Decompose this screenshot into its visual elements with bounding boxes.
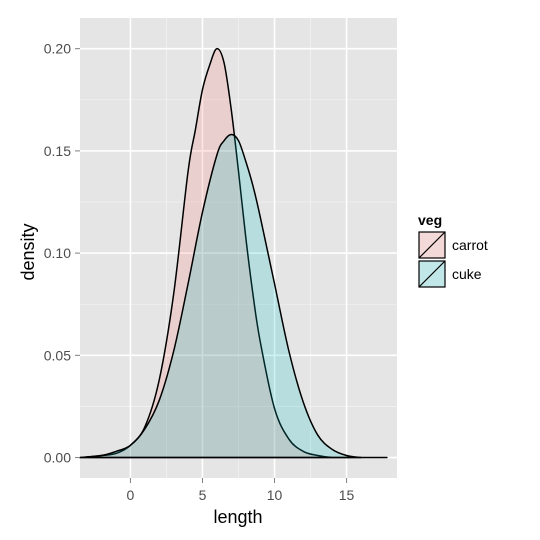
x-tick-label: 5 [199, 487, 207, 503]
legend: veg carrot cuke [417, 212, 488, 289]
y-tick-label: 0.05 [44, 347, 71, 363]
x-axis-title: length [213, 507, 262, 527]
legend-title: veg [418, 212, 442, 228]
legend-label-cuke: cuke [452, 266, 482, 282]
y-tick-label: 0.10 [44, 245, 71, 261]
y-axis: 0.00 0.05 0.10 0.15 0.20 [44, 41, 80, 466]
density-area-carrot [79, 47, 362, 459]
legend-key-diagonal [418, 231, 446, 259]
y-tick-label: 0.00 [44, 450, 71, 466]
y-tick-label: 0.20 [44, 41, 71, 57]
y-tick-label: 0.15 [44, 143, 71, 159]
x-tick-label: 10 [267, 487, 283, 503]
y-axis-title: density [18, 223, 38, 280]
x-tick-label: 0 [127, 487, 135, 503]
density-areas [79, 47, 388, 459]
legend-label-carrot: carrot [452, 237, 488, 253]
density-area-cuke [79, 133, 388, 459]
x-tick-label: 15 [339, 487, 355, 503]
x-axis: 0 5 10 15 [127, 478, 355, 503]
legend-key-diagonal [418, 260, 446, 288]
